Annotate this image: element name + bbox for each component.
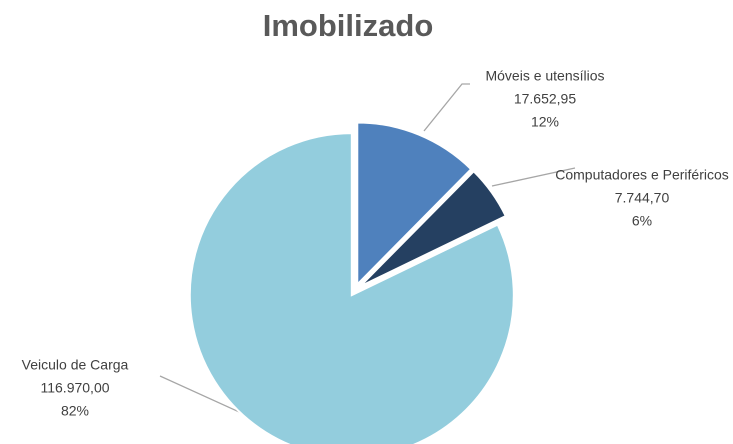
slice-label: Veiculo de Carga	[22, 357, 129, 373]
chart-title: Imobilizado	[263, 8, 434, 43]
value-label: 7.744,70	[615, 190, 670, 206]
leader-line	[491, 167, 576, 187]
pie-slice	[356, 121, 473, 287]
pie-slice	[359, 169, 508, 288]
percent-label: 12%	[531, 114, 559, 130]
slice-label: Móveis e utensílios	[485, 68, 604, 84]
slice-label: Computadores e Periféricos	[555, 167, 729, 183]
value-label: 17.652,95	[514, 91, 576, 107]
pie-slice	[188, 132, 515, 444]
percent-label: 82%	[61, 403, 89, 419]
value-label: 116.970,00	[40, 380, 109, 396]
leader-line	[423, 83, 470, 132]
percent-label: 6%	[632, 213, 652, 229]
